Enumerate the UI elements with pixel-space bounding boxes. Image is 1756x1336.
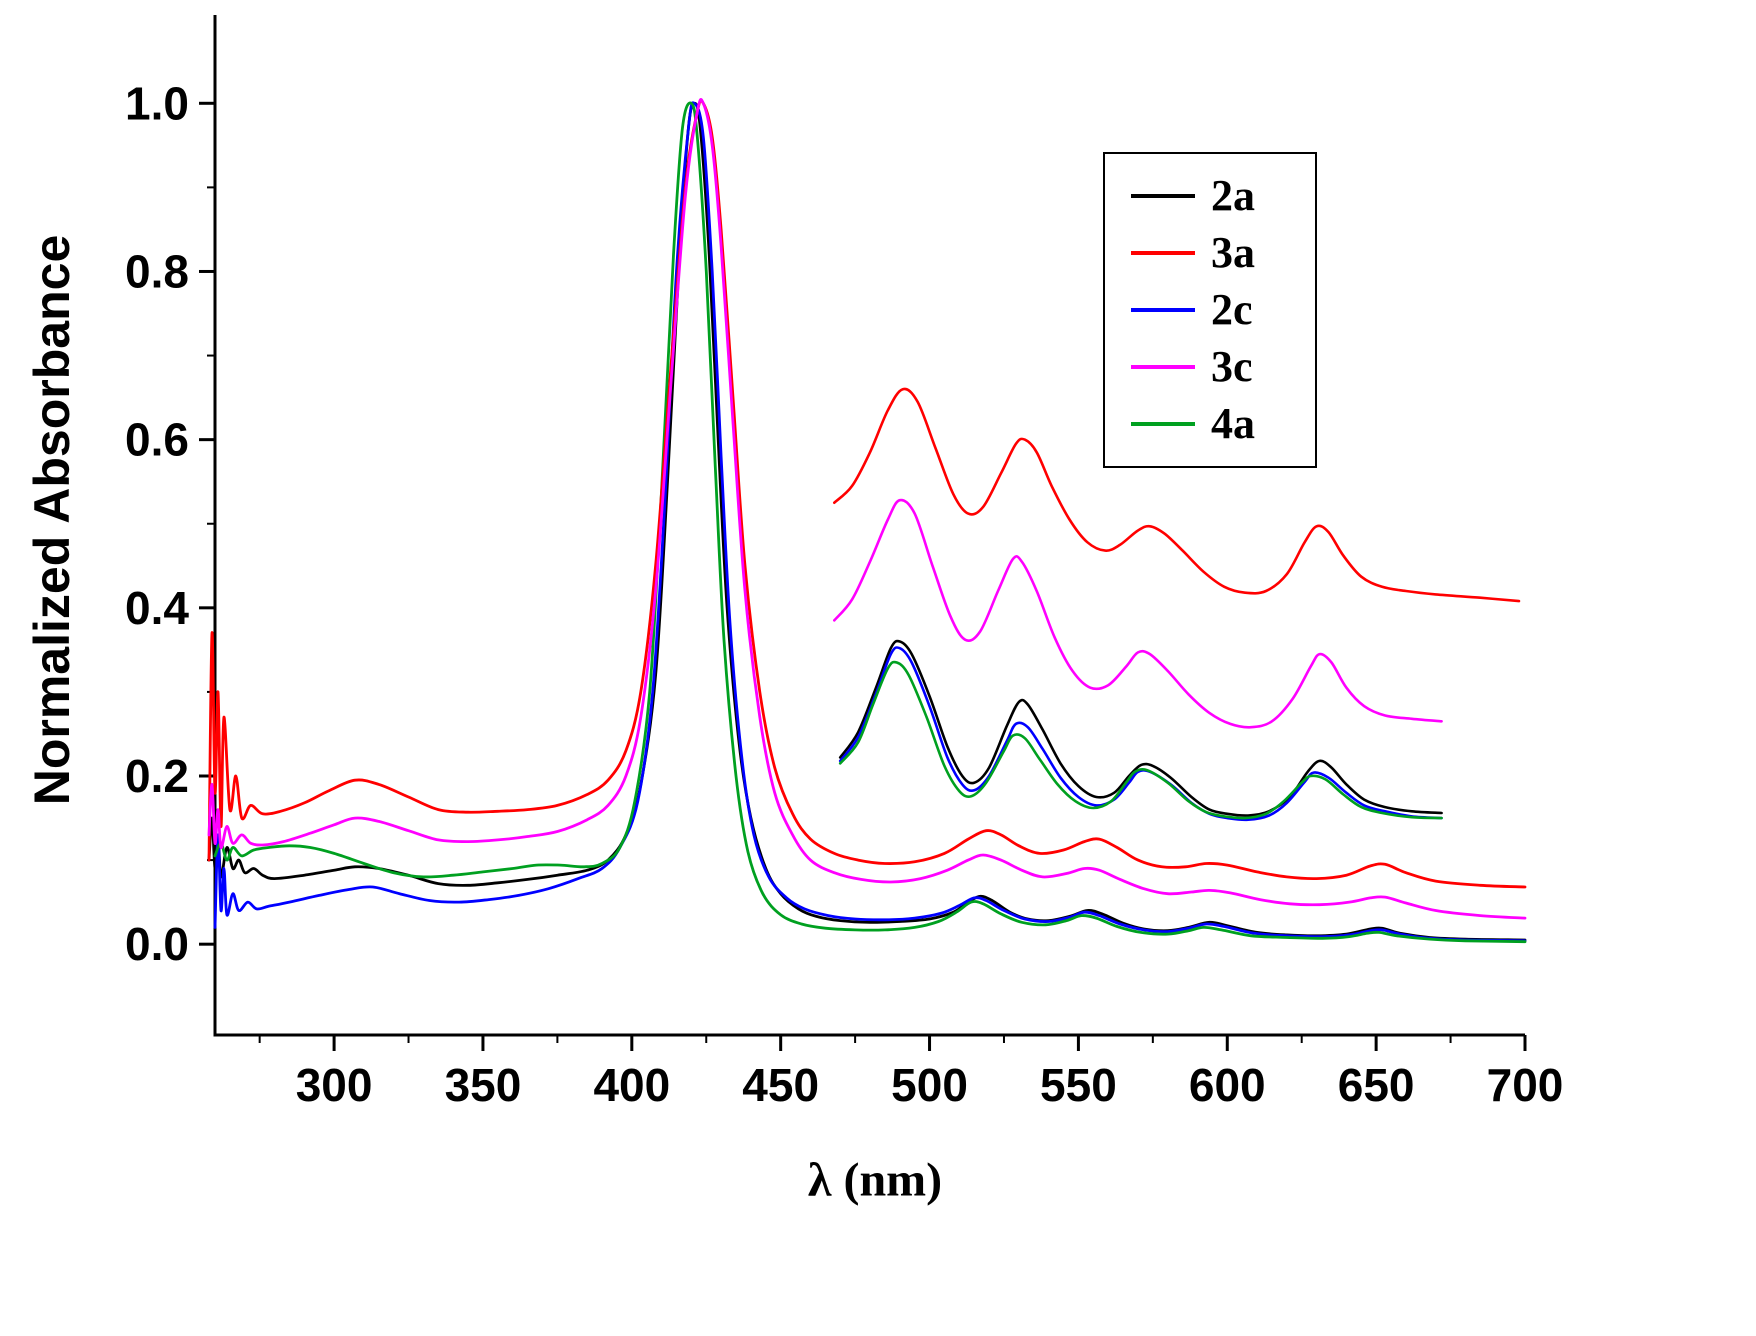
x-tick-label: 350 [445,1059,522,1111]
legend-item-4a: 4a [1105,398,1315,448]
x-tick-label: 300 [296,1059,373,1111]
spectrum-curve-4a [213,101,1527,944]
legend-line-3c [1131,364,1195,369]
spectrum-curve-2c [213,101,1527,943]
legend-label-4a: 4a [1211,398,1255,448]
legend-label-3a: 3a [1211,228,1255,278]
spectrum-curve-3c [207,98,1527,920]
y-tick-label: 0.0 [125,918,189,970]
spectrum-curve-2a-q-band-expansion- [838,639,1443,817]
spectrum-curve-2a [207,101,1527,942]
legend-item-2a: 2a [1105,174,1315,218]
legend: 2a 3a 2c 3c 4a [1103,152,1317,468]
x-tick-label: 400 [593,1059,670,1111]
y-tick-label: 1.0 [125,77,189,129]
legend-label-2c: 2c [1211,284,1253,334]
y-tick-label: 0.6 [125,414,189,466]
legend-item-3a: 3a [1105,231,1315,275]
y-tick-label: 0.2 [125,750,189,802]
spectrum-curve-3c-q-band-expansion- [833,498,1443,729]
legend-label-2a: 2a [1211,171,1255,221]
legend-item-3c: 3c [1105,341,1315,391]
legend-line-2a [1131,194,1195,199]
legend-label-3c: 3c [1211,341,1253,391]
x-tick-label: 500 [891,1059,968,1111]
legend-line-2c [1131,307,1195,312]
spectrum-curve-4a-q-band-expansion- [838,660,1443,820]
spectrum-curve-3a-q-band-expansion- [833,387,1521,603]
x-tick-label: 700 [1487,1059,1564,1111]
x-tick-label: 450 [742,1059,819,1111]
y-tick-label: 0.8 [125,245,189,297]
y-axis-title: Normalized Absorbance [24,234,80,806]
y-tick-label: 0.4 [125,582,189,634]
spectrum-curve-2c-q-band-expansion- [838,646,1443,822]
x-tick-label: 550 [1040,1059,1117,1111]
x-tick-label: 600 [1189,1059,1266,1111]
spectrum-curve-3a [207,99,1527,889]
x-axis-title: λ (nm) [807,1153,943,1207]
legend-line-3a [1131,251,1195,256]
legend-line-4a [1131,421,1195,426]
legend-item-2c: 2c [1105,284,1315,334]
x-tick-label: 650 [1338,1059,1415,1111]
